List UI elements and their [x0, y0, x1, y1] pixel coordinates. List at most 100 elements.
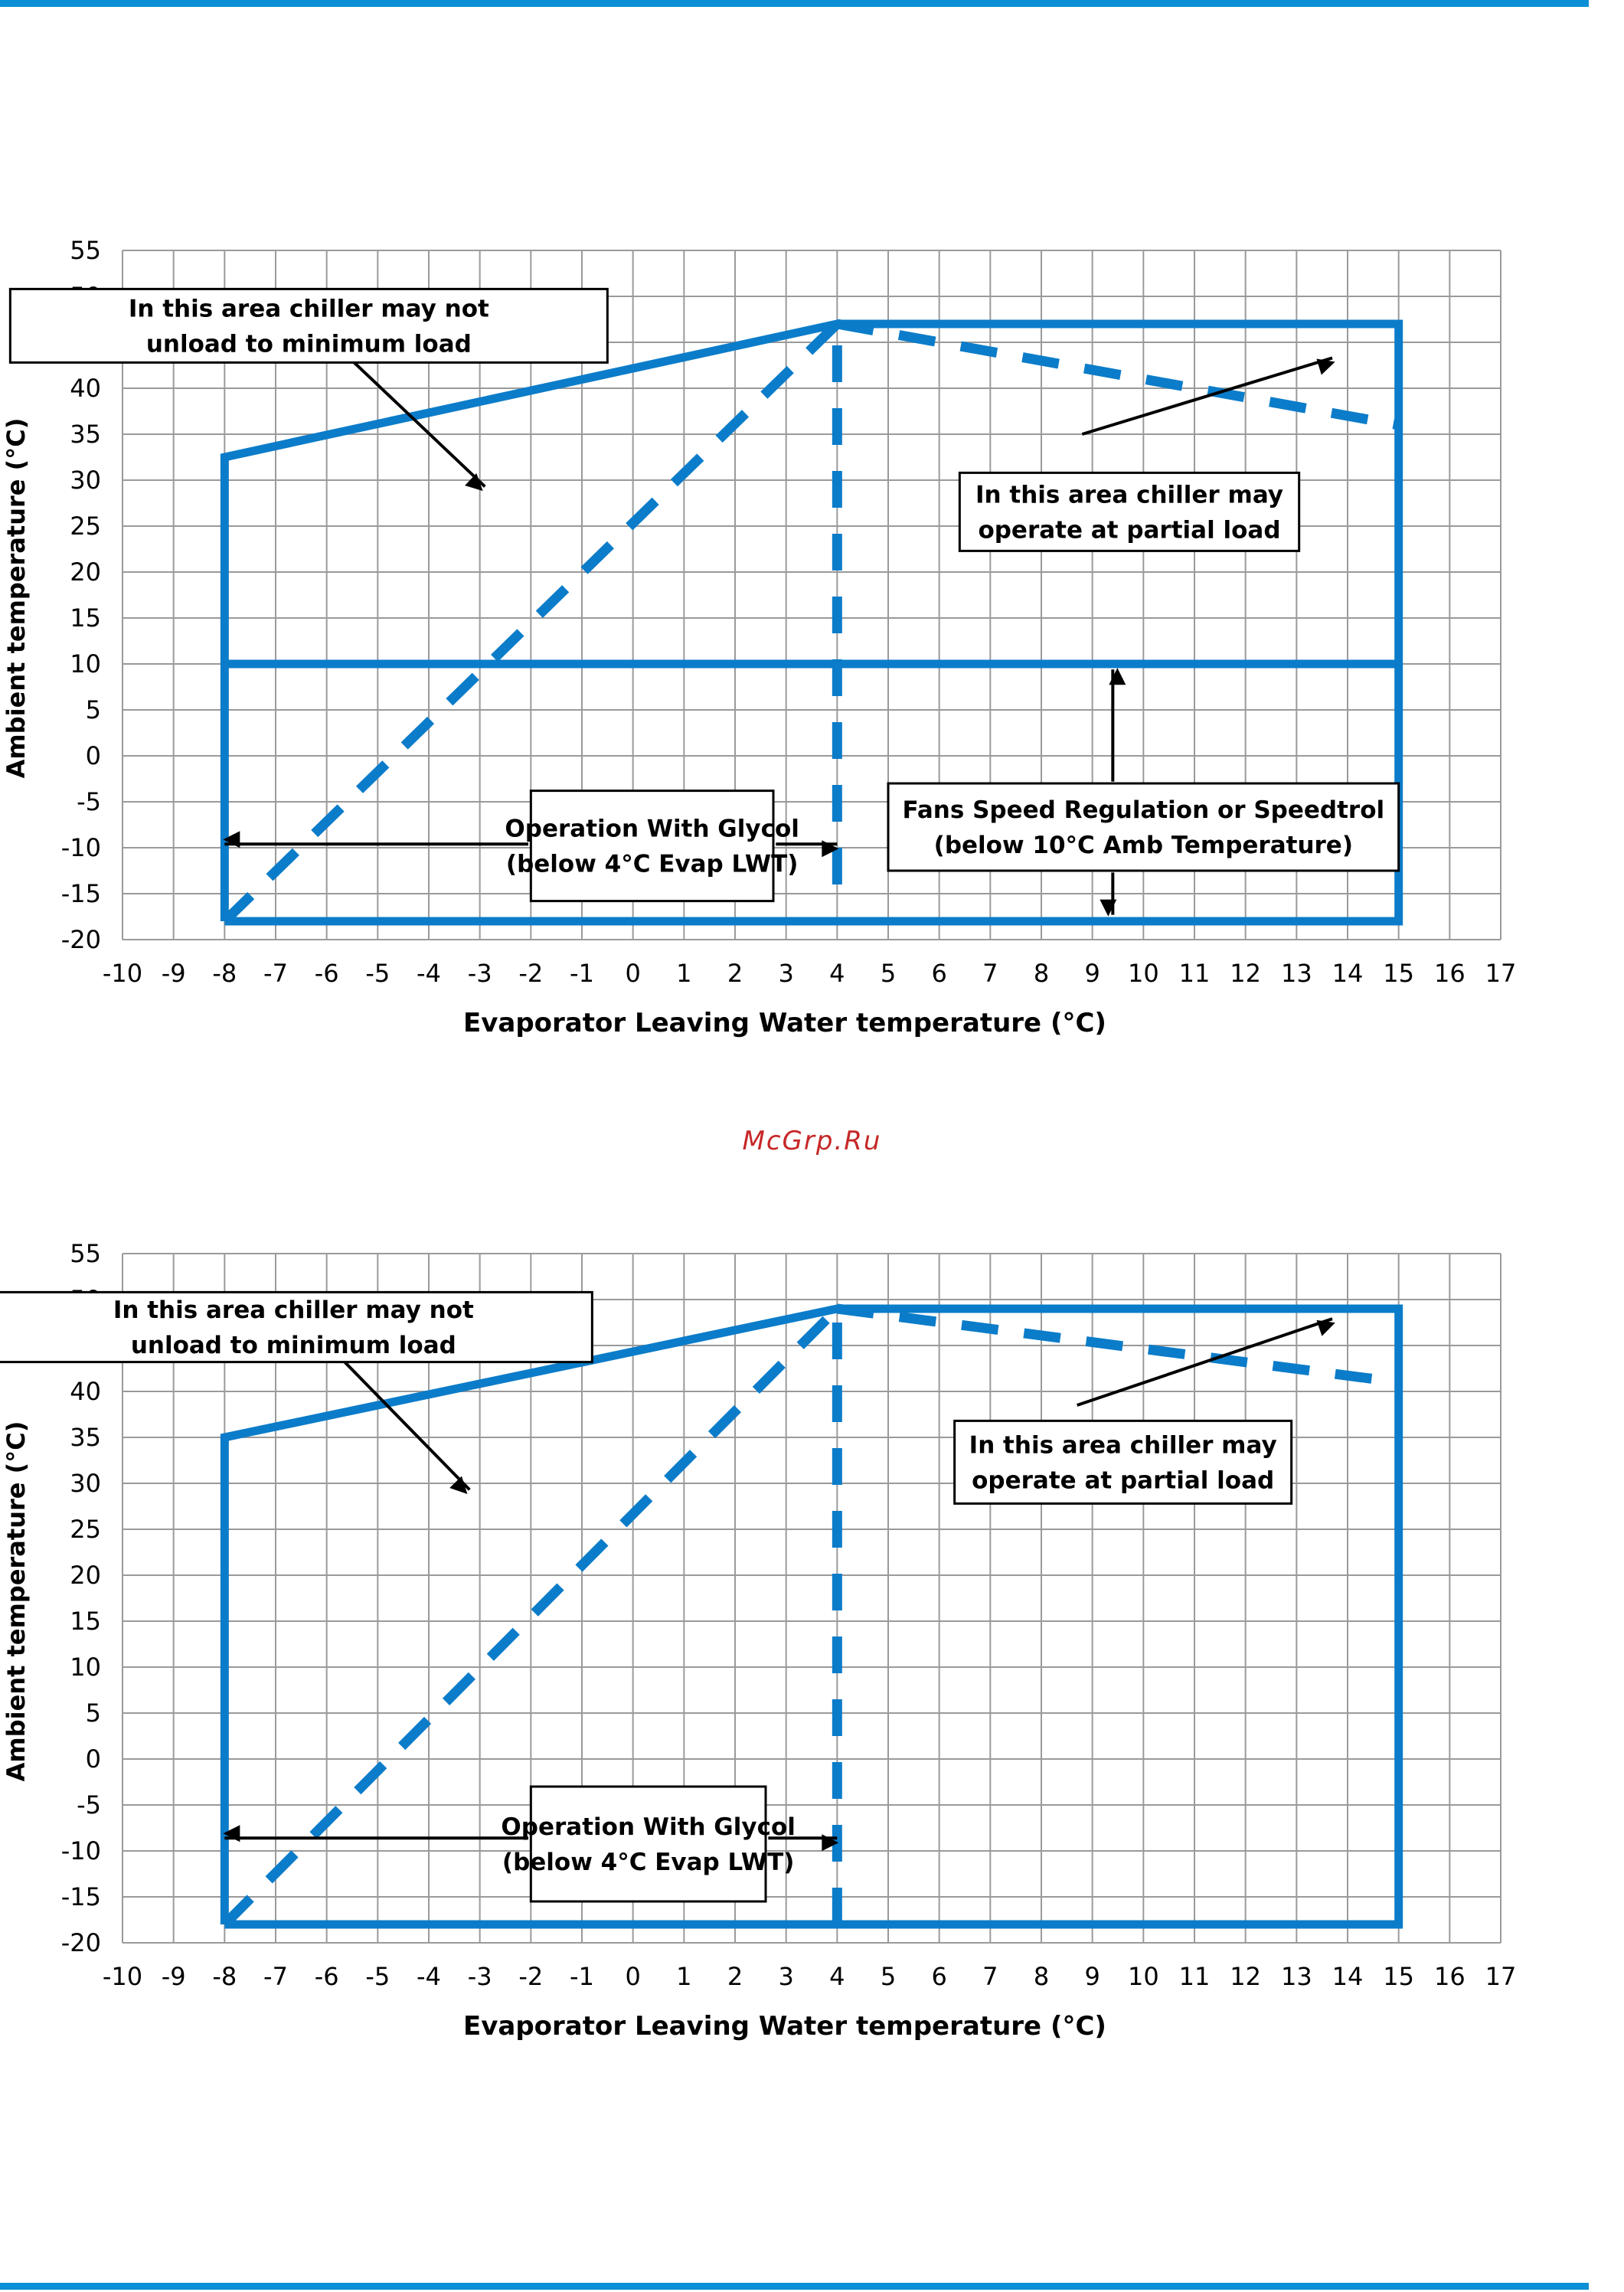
x-tick-label: -9	[162, 959, 186, 988]
top-accent-bar	[0, 0, 1589, 7]
x-tick-label: -3	[468, 959, 492, 988]
x-tick-label: 16	[1434, 959, 1466, 988]
annotation-callout: In this area chiller may not unload to mi…	[8, 287, 609, 492]
y-tick-label: 55	[70, 236, 101, 265]
x-tick-label: 7	[982, 959, 998, 988]
watermark: McGrp.Ru	[742, 1126, 882, 1156]
operating-envelope-chart-top: -10 -9 -8 -7 -6 -5 -4 -3 -2 -1 0 1 2 3 4 5 6 7 8 9 10 11 12 13 1…	[2, 236, 1517, 1038]
x-tick-label: 17	[1485, 959, 1517, 988]
y-axis-label: Ambient temperature (°C)	[2, 1421, 31, 1782]
annotation-text: In this area chiller may	[969, 1431, 1277, 1459]
x-tick-label: 3	[778, 959, 793, 988]
x-tick-label: 1	[676, 1962, 691, 1991]
y-tick-label: -5	[77, 1790, 101, 1820]
x-tick-label: 1	[676, 959, 691, 988]
dashed-limit-line	[221, 1305, 841, 1928]
x-tick-label: 13	[1281, 1962, 1312, 1991]
annotation-box	[958, 471, 1301, 552]
y-tick-label: 15	[70, 603, 101, 633]
x-tick-label: 3	[778, 1962, 793, 1991]
x-axis-label: Evaporator Leaving Water temperature (°C…	[463, 2011, 1106, 2042]
x-tick-label: -9	[162, 1962, 186, 1991]
x-tick-label: 11	[1179, 959, 1211, 988]
x-tick-label: -8	[212, 1962, 237, 1991]
x-tick-label: 6	[931, 959, 946, 988]
x-tick-label: -7	[263, 959, 288, 988]
y-tick-label: 15	[70, 1607, 101, 1636]
annotation-text: Operation With Glycol	[501, 1813, 795, 1841]
x-tick-label: 2	[727, 959, 743, 988]
dashed-limit-line	[836, 319, 1400, 430]
x-tick-label: -6	[315, 1962, 339, 1991]
annotation-box	[0, 1290, 593, 1364]
x-tick-label: 15	[1383, 959, 1414, 988]
y-tick-label: 0	[86, 741, 101, 770]
annotation-text: In this area chiller may not	[113, 1296, 474, 1324]
y-tick-label: 25	[70, 512, 101, 541]
x-tick-label: 10	[1128, 1962, 1159, 1991]
y-tick-label: -15	[61, 879, 101, 908]
annotation-arrow	[1081, 356, 1335, 436]
x-tick-label: 14	[1332, 1962, 1364, 1991]
bottom-accent-bar	[0, 2283, 1589, 2290]
y-tick-label: -10	[61, 833, 101, 862]
annotation-box	[8, 287, 609, 364]
x-tick-label: -8	[212, 959, 237, 988]
y-tick-label: 0	[86, 1744, 101, 1774]
x-tick-label: 2	[727, 1962, 743, 1991]
annotation-text: Operation With Glycol	[505, 816, 799, 843]
x-tick-label: 5	[881, 959, 896, 988]
x-tick-label: 10	[1128, 959, 1159, 988]
x-tick-label: 9	[1084, 959, 1100, 988]
annotation-text: (below 4°C Evap LWT)	[502, 1849, 795, 1876]
x-tick-label: -2	[518, 1962, 543, 1991]
x-tick-label: 7	[982, 1962, 998, 1991]
x-tick-label: 16	[1434, 1962, 1466, 1991]
annotation-box	[529, 790, 775, 903]
x-tick-label: 14	[1332, 959, 1364, 988]
x-tick-label: -10	[103, 959, 142, 988]
y-tick-label: -5	[77, 787, 101, 816]
envelope-line	[220, 319, 1403, 926]
annotation-text: Fans Speed Regulation or Speedtrol	[903, 796, 1385, 824]
y-tick-label: 35	[70, 420, 101, 449]
y-tick-label: 20	[70, 557, 101, 587]
x-tick-label: 8	[1034, 959, 1049, 988]
y-tick-label: 10	[70, 649, 101, 678]
x-tick-label: 5	[881, 1962, 896, 1991]
y-tick-label: -10	[61, 1836, 101, 1865]
x-tick-label: -2	[518, 959, 543, 988]
x-tick-label: -1	[570, 1962, 594, 1991]
y-tick-label: 30	[70, 466, 101, 495]
x-tick-label: 6	[931, 1962, 946, 1991]
x-tick-label: -6	[315, 959, 339, 988]
x-tick-label: 17	[1485, 1962, 1517, 1991]
x-tick-label: -10	[103, 1962, 142, 1991]
x-tick-label: 8	[1034, 1962, 1049, 1991]
annotation-text: unload to minimum load	[146, 330, 472, 358]
annotation-callout: In this area chiller may operate at parti…	[958, 356, 1335, 552]
y-tick-label: 5	[86, 1699, 101, 1728]
x-tick-label: -4	[417, 959, 441, 988]
x-tick-label: 12	[1230, 959, 1261, 988]
annotation-text: unload to minimum load	[131, 1332, 456, 1359]
annotation-text: operate at partial load	[972, 1466, 1274, 1494]
x-tick-label: -1	[570, 959, 594, 988]
y-tick-label: -20	[61, 925, 101, 954]
y-tick-label: -20	[61, 1928, 101, 1957]
annotation-box	[887, 782, 1400, 872]
annotation-callout: In this area chiller may not unload to mi…	[0, 1290, 593, 1495]
annotation-box	[529, 1785, 767, 1903]
y-tick-label: 25	[70, 1515, 101, 1544]
x-tick-label: -5	[365, 959, 390, 988]
annotation-text: operate at partial load	[978, 516, 1280, 544]
annotation-callout: Operation With Glycol (below 4°C Evap LWT…	[223, 1785, 839, 1903]
y-tick-label: -15	[61, 1882, 101, 1911]
annotation-callout: In this area chiller may operate at parti…	[953, 1317, 1335, 1505]
annotation-text: In this area chiller may	[975, 481, 1283, 508]
annotation-arrow	[341, 1358, 471, 1495]
x-tick-label: 13	[1281, 959, 1312, 988]
annotation-callout: Fans Speed Regulation or Speedtrol (below…	[887, 668, 1400, 917]
annotation-arrow	[1077, 1317, 1335, 1407]
y-tick-label: 40	[70, 1377, 101, 1406]
